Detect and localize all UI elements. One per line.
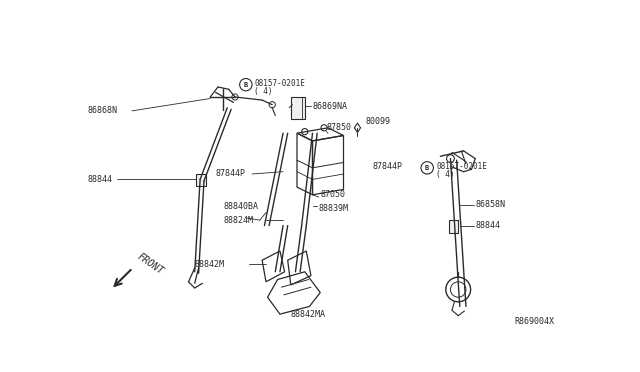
Text: 88842M: 88842M [195,260,225,269]
Text: 87050: 87050 [320,190,345,199]
Text: 87844P: 87844P [216,170,246,179]
Text: 87850: 87850 [326,123,351,132]
Bar [196,174,205,186]
Text: 08157-0201E: 08157-0201E [436,162,488,171]
Text: 87844P: 87844P [373,162,403,171]
Text: 88840BA: 88840BA [223,202,259,211]
Text: B: B [425,165,429,171]
Text: 86858N: 86858N [476,200,505,209]
Text: 88824M: 88824M [223,216,253,225]
Text: 86869NA: 86869NA [312,102,348,111]
Bar [449,220,458,232]
Text: 88842MA: 88842MA [291,310,326,319]
Text: 80099: 80099 [365,117,390,126]
Text: 88844: 88844 [476,221,500,230]
Text: 86868N: 86868N [88,106,118,115]
Text: ( 4): ( 4) [436,170,455,179]
Text: R869004X: R869004X [514,317,554,326]
Text: 88844: 88844 [88,175,113,184]
Text: 08157-0201E: 08157-0201E [254,78,305,88]
Bar [291,97,305,119]
Text: ( 4): ( 4) [254,87,273,96]
Text: FRONT: FRONT [136,251,166,277]
Text: 88839M: 88839M [319,204,349,213]
Text: B: B [244,82,248,88]
